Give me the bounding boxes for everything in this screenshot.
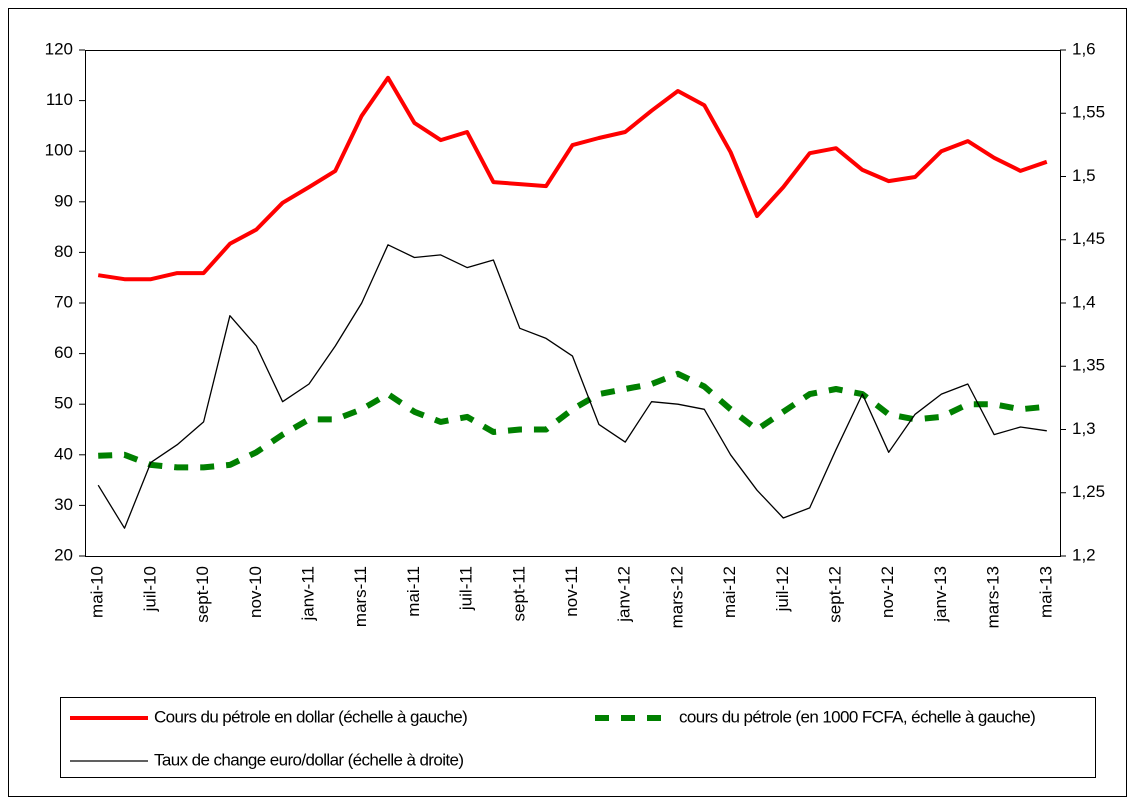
legend-label: Cours du pétrole en dollar (échelle à ga… — [154, 707, 467, 726]
series-line — [97, 75, 1048, 282]
y2-tick-label: 1,4 — [1072, 292, 1096, 311]
y-tick-label: 40 — [54, 444, 73, 463]
plot-area — [85, 50, 1061, 557]
legend-box — [60, 697, 1096, 778]
x-tick-label: nov-11 — [562, 566, 581, 617]
chart-frame — [8, 8, 1127, 797]
y-tick-label: 70 — [54, 292, 73, 311]
y2-tick-label: 1,3 — [1072, 419, 1096, 438]
x-tick-label: janv-12 — [615, 566, 634, 623]
series-line — [97, 244, 1047, 529]
x-tick-label: sept-10 — [193, 566, 212, 623]
y-tick-label: 60 — [54, 343, 73, 362]
y-tick-label: 20 — [54, 545, 73, 564]
y-tick-label: 90 — [54, 191, 73, 210]
y2-tick-label: 1,35 — [1072, 356, 1105, 375]
series-line — [98, 370, 1048, 471]
y2-tick-label: 1,6 — [1072, 39, 1096, 58]
x-tick-label: juil-11 — [457, 566, 476, 611]
x-tick-label: juil-10 — [140, 566, 159, 612]
y-tick-label: 30 — [54, 495, 73, 514]
legend-label: cours du pétrole (en 1000 FCFA, échelle … — [679, 707, 1035, 726]
x-tick-label: janv-13 — [931, 566, 950, 623]
y-tick-label: 110 — [46, 90, 73, 109]
x-tick-label: sept-11 — [509, 566, 528, 621]
x-tick-label: mars-11 — [351, 566, 370, 627]
y2-tick-label: 1,45 — [1072, 229, 1105, 248]
x-tick-label: nov-10 — [246, 566, 265, 618]
x-tick-label: mai-10 — [88, 566, 107, 618]
x-tick-label: mars-13 — [984, 566, 1003, 628]
y2-tick-label: 1,25 — [1072, 482, 1105, 501]
x-tick-label: mai-12 — [720, 566, 739, 618]
y-tick-label: 50 — [54, 394, 73, 413]
x-tick-label: juil-12 — [773, 566, 792, 612]
y-tick-label: 120 — [45, 39, 73, 58]
x-tick-label: nov-12 — [878, 566, 897, 618]
y2-tick-label: 1,2 — [1072, 545, 1096, 564]
y-tick-label: 100 — [45, 141, 73, 160]
y-tick-label: 80 — [54, 242, 73, 261]
x-tick-label: mai-13 — [1036, 566, 1055, 618]
y2-tick-label: 1,55 — [1072, 103, 1105, 122]
x-tick-label: mai-11 — [404, 566, 423, 617]
x-tick-label: sept-12 — [825, 566, 844, 623]
y2-tick-label: 1,5 — [1072, 166, 1096, 185]
legend-label: Taux de change euro/dollar (échelle à dr… — [154, 750, 463, 769]
x-tick-label: mars-12 — [667, 566, 686, 628]
x-tick-label: janv-11 — [298, 566, 317, 622]
